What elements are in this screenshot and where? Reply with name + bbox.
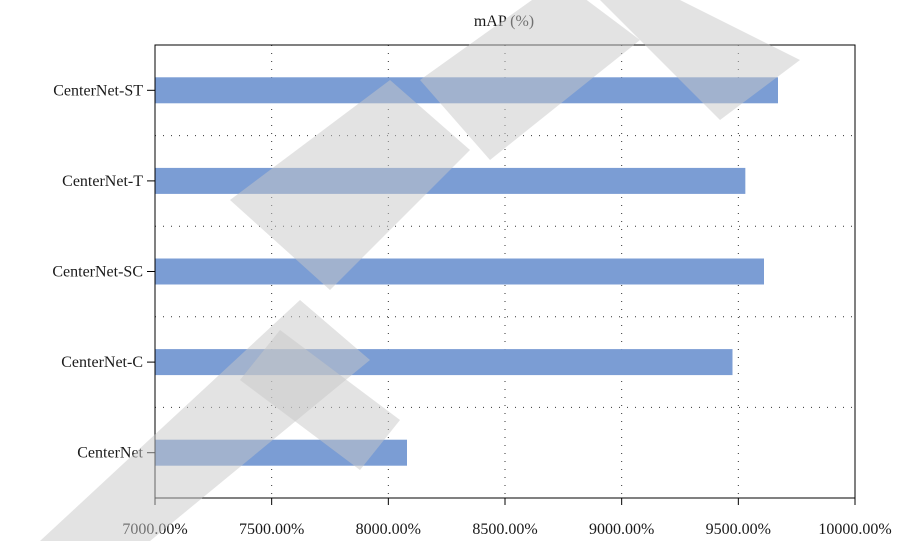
- x-tick-label: 9000.00%: [589, 521, 654, 538]
- bar-centernet-c: [155, 349, 733, 376]
- bar-centernet-sc: [155, 258, 764, 285]
- x-tick-label: 7500.00%: [239, 521, 304, 538]
- y-tick-label: CenterNet: [77, 445, 143, 462]
- x-tick-label: 8000.00%: [356, 521, 421, 538]
- x-tick-label: 7000.00%: [122, 521, 187, 538]
- chart-title: mAP (%): [474, 13, 534, 30]
- y-tick-label: CenterNet-SC: [52, 264, 143, 281]
- y-axis: CenterNet-ST CenterNet-T CenterNet-SC Cente…: [52, 82, 155, 462]
- y-tick-label: CenterNet-ST: [53, 82, 143, 99]
- bar-centernet-st: [155, 77, 778, 104]
- y-tick-label: CenterNet-T: [62, 173, 143, 190]
- y-tick-label: CenterNet-C: [61, 354, 143, 371]
- bar-centernet-t: [155, 167, 746, 194]
- bar-centernet: [155, 439, 407, 466]
- bars-group: [155, 77, 778, 466]
- x-tick-label: 9500.00%: [706, 521, 771, 538]
- x-tick-label: 10000.00%: [818, 521, 891, 538]
- x-tick-label: 8500.00%: [472, 521, 537, 538]
- x-axis: 7000.00% 7500.00% 8000.00% 8500.00% 9000.00%…: [122, 498, 892, 538]
